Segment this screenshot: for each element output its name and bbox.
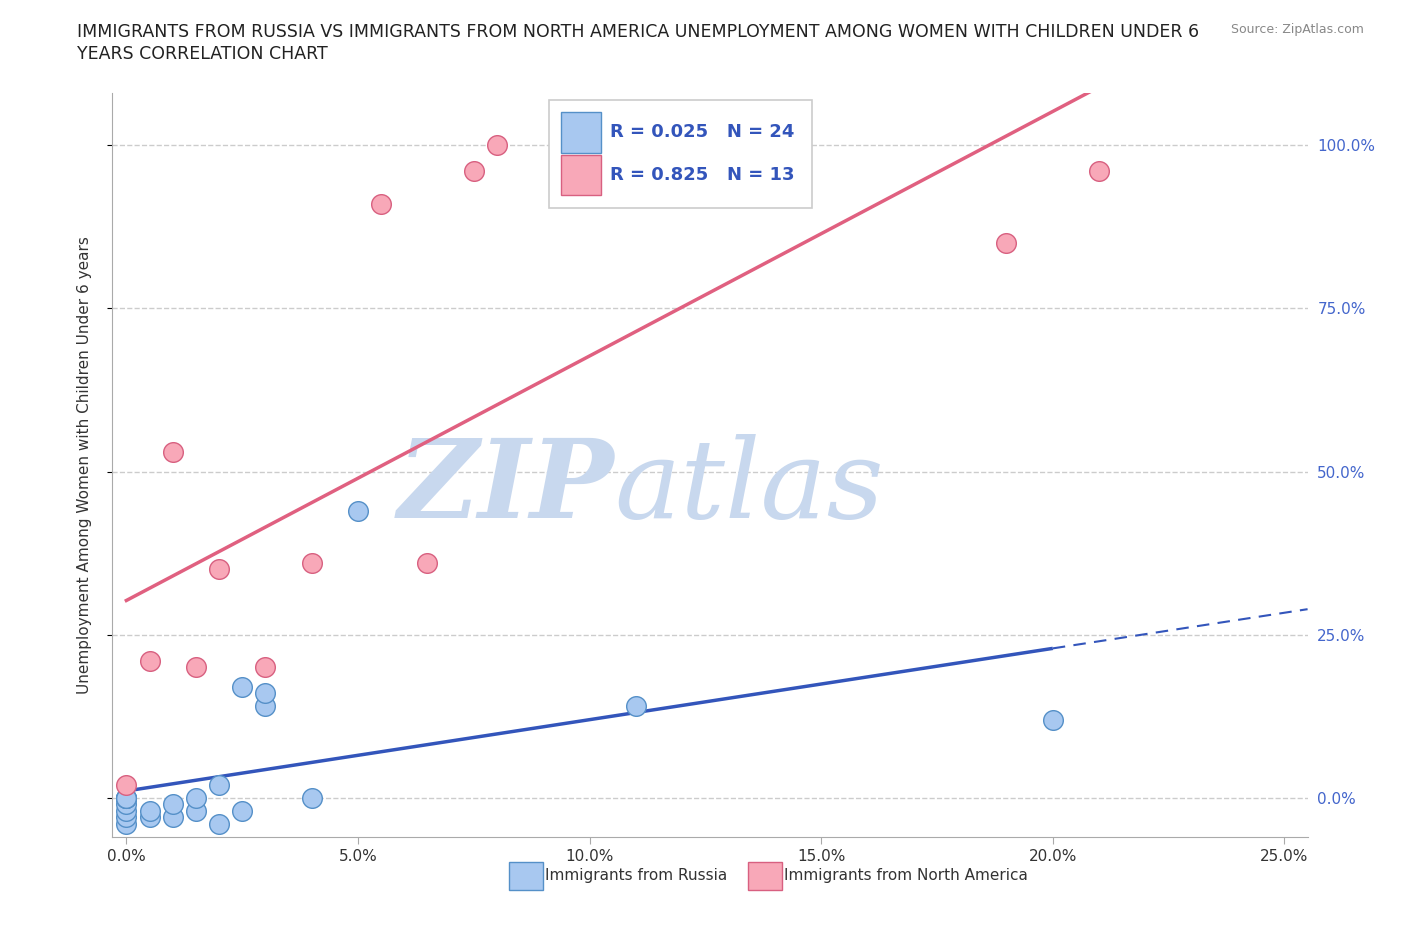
Point <box>624 699 647 714</box>
Point <box>254 660 277 675</box>
Text: Source: ZipAtlas.com: Source: ZipAtlas.com <box>1230 23 1364 36</box>
Point <box>231 680 253 695</box>
Text: Immigrants from North America: Immigrants from North America <box>785 869 1028 883</box>
Point <box>1042 712 1064 727</box>
Text: R = 0.825   N = 13: R = 0.825 N = 13 <box>610 166 794 184</box>
Point <box>115 810 138 825</box>
Point <box>115 790 138 805</box>
Text: atlas: atlas <box>614 433 884 541</box>
Point <box>208 777 231 792</box>
Text: IMMIGRANTS FROM RUSSIA VS IMMIGRANTS FROM NORTH AMERICA UNEMPLOYMENT AMONG WOMEN: IMMIGRANTS FROM RUSSIA VS IMMIGRANTS FRO… <box>77 23 1199 41</box>
Point <box>162 810 184 825</box>
Point <box>115 777 138 792</box>
Point <box>184 660 207 675</box>
Point <box>231 804 253 818</box>
Point <box>138 810 160 825</box>
Point <box>301 790 323 805</box>
Point <box>301 555 323 570</box>
Point <box>184 804 207 818</box>
Text: YEARS CORRELATION CHART: YEARS CORRELATION CHART <box>77 45 328 62</box>
Point <box>162 445 184 459</box>
Point <box>370 196 392 211</box>
Point <box>416 555 439 570</box>
Point <box>995 235 1018 250</box>
FancyBboxPatch shape <box>548 100 811 208</box>
FancyBboxPatch shape <box>561 154 602 195</box>
Point <box>115 804 138 818</box>
Point <box>485 138 508 153</box>
Point <box>347 503 370 518</box>
FancyBboxPatch shape <box>509 861 543 890</box>
Point <box>254 699 277 714</box>
Point <box>138 804 160 818</box>
Point <box>138 654 160 669</box>
Point <box>1088 164 1111 179</box>
Y-axis label: Unemployment Among Women with Children Under 6 years: Unemployment Among Women with Children U… <box>77 236 91 694</box>
FancyBboxPatch shape <box>748 861 782 890</box>
Point <box>115 790 138 805</box>
Point <box>184 790 207 805</box>
Point <box>115 790 138 805</box>
Point <box>254 686 277 701</box>
Text: ZIP: ZIP <box>398 433 614 541</box>
Point <box>115 790 138 805</box>
Point <box>115 817 138 831</box>
Text: R = 0.025   N = 24: R = 0.025 N = 24 <box>610 124 794 141</box>
Point <box>162 797 184 812</box>
Point <box>208 817 231 831</box>
Point <box>463 164 485 179</box>
Point <box>115 797 138 812</box>
FancyBboxPatch shape <box>561 113 602 153</box>
Text: Immigrants from Russia: Immigrants from Russia <box>546 869 727 883</box>
Point <box>208 562 231 577</box>
